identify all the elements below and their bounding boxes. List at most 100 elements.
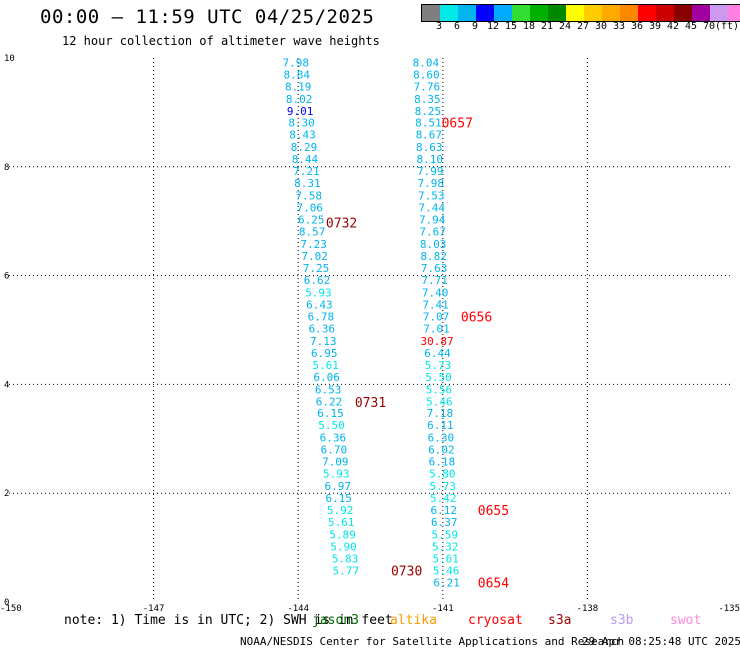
footer-timestamp: 29 Apr 08:25:48 UTC 2025: [582, 635, 740, 648]
data-point-s3a: 7.09: [322, 456, 349, 469]
legend-swatch: [512, 5, 530, 21]
data-point-cryosat: 7.94: [419, 214, 446, 227]
data-point-s3a: 6.53: [315, 383, 342, 396]
y-tick-label: 10: [4, 54, 15, 64]
data-point-s3a: 5.83: [332, 552, 359, 565]
data-point-s3a: 7.23: [300, 238, 327, 251]
data-point-cryosat: 7.98: [418, 177, 445, 190]
data-point-s3a: 6.06: [313, 371, 340, 384]
data-point-s3a: 8.29: [291, 141, 318, 154]
data-point-cryosat: 5.59: [431, 529, 458, 542]
data-point-cryosat: 5.32: [432, 541, 459, 554]
y-tick-label: 6: [4, 272, 9, 282]
data-point-cryosat: 8.60: [413, 68, 440, 81]
data-point-s3a: 5.92: [327, 504, 354, 517]
legend-swatch: [584, 5, 602, 21]
legend-tick-label: 30: [594, 21, 608, 32]
data-point-s3a: 6.62: [304, 274, 331, 287]
data-point-s3a: 6.78: [308, 310, 335, 323]
data-point-cryosat: 5.73: [430, 480, 457, 493]
data-point-cryosat: 6.02: [428, 444, 455, 457]
color-scale-ticks: 3 6 9 12 15 18 21 24 27 30 33 36 39 42 45 70 (ft): [421, 21, 740, 35]
sat-label-swot: swot: [670, 613, 702, 628]
legend-tick-label: 9: [471, 21, 479, 32]
data-point-cryosat: 8.63: [416, 141, 443, 154]
legend-swatch: [638, 5, 656, 21]
data-point-s3a: 9.01: [287, 105, 314, 118]
legend-swatch: [710, 5, 728, 21]
data-point-cryosat: 5.73: [425, 359, 452, 372]
legend-swatch: [422, 5, 440, 21]
data-point-s3a: 6.70: [321, 444, 348, 457]
data-point-cryosat: 7.18: [427, 407, 454, 420]
data-point-cryosat: 7.40: [422, 286, 449, 299]
data-point-cryosat: 6.12: [431, 504, 458, 517]
time-label-cryosat: 0657: [442, 117, 473, 132]
legend-tick-label: 45: [684, 21, 698, 32]
legend-tick-label: 18: [522, 21, 536, 32]
data-point-s3a: 6.15: [317, 407, 344, 420]
data-point-cryosat: 7.71: [421, 274, 448, 287]
color-scale-legend: [421, 4, 740, 22]
data-point-s3a: 5.50: [318, 419, 345, 432]
data-point-cryosat: 6.44: [424, 347, 451, 360]
data-point-s3a: 8.02: [286, 93, 313, 106]
sat-label-altika: altika: [390, 613, 437, 628]
note-text: note: 1) Time is in UTC; 2) SWH is in fe…: [64, 613, 393, 628]
y-tick-label: 8: [4, 163, 9, 173]
legend-swatch: [530, 5, 548, 21]
data-point-cryosat: 8.10: [417, 153, 444, 166]
legend-swatch: [602, 5, 620, 21]
data-point-s3a: 6.43: [306, 298, 333, 311]
x-tick-label: -138: [577, 604, 599, 614]
data-point-cryosat: 6.30: [428, 432, 455, 445]
legend-tick-label: 36: [630, 21, 644, 32]
legend-tick-label: 42: [666, 21, 680, 32]
data-point-cryosat: 5.46: [433, 564, 460, 577]
data-point-cryosat: 6.21: [433, 576, 460, 589]
legend-swatch: [656, 5, 674, 21]
data-point-s3a: 8.19: [285, 80, 312, 93]
legend-tick-label: 33: [612, 21, 626, 32]
sat-label-jason3: jason3: [312, 613, 359, 628]
data-point-cryosat: 6.18: [429, 456, 456, 469]
legend-tick-label: 70: [702, 21, 716, 32]
data-point-s3a: 8.84: [284, 68, 311, 81]
legend-tick-label: 3: [435, 21, 443, 32]
data-point-s3a: 6.15: [325, 492, 352, 505]
page-subtitle: 12 hour collection of altimeter wave hei…: [62, 34, 380, 48]
y-tick-label: 0: [4, 598, 9, 608]
data-point-cryosat: 8.51: [415, 117, 442, 130]
y-tick-label: 4: [4, 380, 9, 390]
data-point-s3a: 5.77: [333, 564, 360, 577]
data-point-s3a: 7.02: [301, 250, 328, 263]
data-point-s3a: 7.98: [283, 56, 310, 69]
legend-tick-label: 12: [486, 21, 500, 32]
time-label-cryosat: 0655: [478, 504, 509, 519]
time-label-cryosat: 0656: [461, 310, 492, 325]
time-label-s3a: 0732: [326, 216, 357, 231]
data-point-cryosat: 30.87: [420, 335, 453, 348]
legend-swatch: [494, 5, 512, 21]
legend-swatch: [458, 5, 476, 21]
data-point-s3a: 6.22: [316, 395, 343, 408]
data-point-cryosat: 5.46: [426, 395, 453, 408]
legend-tick-label: 27: [576, 21, 590, 32]
legend-swatch: [440, 5, 458, 21]
data-point-s3a: 5.61: [328, 516, 355, 529]
page-title: 00:00 – 11:59 UTC 04/25/2025: [40, 6, 375, 28]
time-label-cryosat: 0654: [478, 576, 509, 591]
data-point-s3a: 8.57: [299, 226, 326, 239]
data-point-cryosat: 7.63: [421, 262, 448, 275]
data-point-s3a: 6.36: [320, 432, 347, 445]
data-point-s3a: 6.36: [309, 322, 336, 335]
y-tick-label: 2: [4, 489, 9, 499]
data-point-s3a: 7.58: [296, 190, 323, 203]
data-point-s3a: 5.90: [330, 541, 357, 554]
data-point-cryosat: 7.99: [417, 165, 444, 178]
data-point-cryosat: 6.11: [427, 419, 454, 432]
sat-label-s3a: s3a: [548, 613, 572, 628]
data-point-cryosat: 5.42: [430, 492, 457, 505]
legend-swatch: [674, 5, 692, 21]
